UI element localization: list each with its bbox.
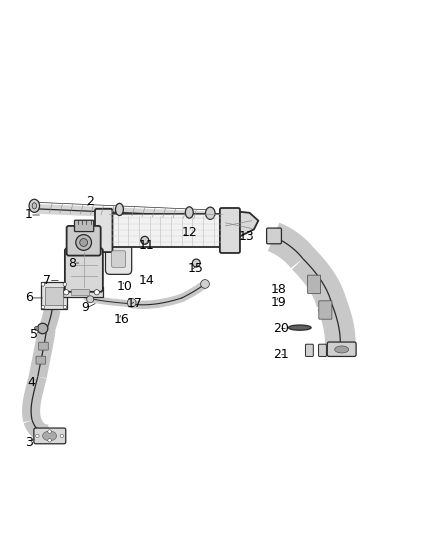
Circle shape — [41, 305, 45, 309]
Text: 10: 10 — [117, 280, 132, 293]
FancyBboxPatch shape — [318, 344, 326, 357]
Circle shape — [76, 235, 92, 251]
Text: 9: 9 — [81, 302, 89, 314]
FancyBboxPatch shape — [34, 428, 66, 444]
Text: 13: 13 — [239, 230, 254, 243]
Circle shape — [34, 326, 39, 330]
FancyBboxPatch shape — [36, 356, 46, 364]
Bar — [109, 214, 223, 247]
FancyBboxPatch shape — [307, 275, 321, 294]
Text: 1: 1 — [25, 208, 32, 222]
Ellipse shape — [335, 346, 349, 353]
Circle shape — [87, 296, 94, 303]
Circle shape — [60, 434, 64, 438]
Text: 18: 18 — [271, 282, 286, 296]
Circle shape — [41, 282, 45, 286]
Circle shape — [64, 289, 69, 295]
Text: 8: 8 — [68, 256, 76, 270]
FancyBboxPatch shape — [39, 342, 48, 350]
Text: 12: 12 — [182, 226, 198, 239]
Text: 19: 19 — [271, 296, 286, 309]
Circle shape — [63, 305, 67, 309]
Text: 14: 14 — [138, 274, 154, 287]
Text: 6: 6 — [25, 292, 32, 304]
Text: 20: 20 — [274, 322, 290, 335]
Ellipse shape — [42, 431, 57, 441]
FancyBboxPatch shape — [45, 287, 63, 305]
FancyBboxPatch shape — [220, 208, 240, 253]
Ellipse shape — [29, 199, 39, 212]
Circle shape — [192, 259, 200, 267]
Ellipse shape — [32, 203, 36, 209]
Ellipse shape — [185, 207, 193, 218]
Text: 7: 7 — [43, 274, 52, 287]
Circle shape — [37, 323, 48, 334]
Circle shape — [201, 280, 209, 288]
FancyBboxPatch shape — [74, 220, 94, 231]
FancyBboxPatch shape — [63, 287, 103, 297]
Polygon shape — [220, 211, 258, 236]
Text: 2: 2 — [86, 196, 94, 208]
Circle shape — [48, 439, 51, 442]
Circle shape — [141, 236, 149, 244]
Text: 17: 17 — [127, 297, 142, 310]
Text: 3: 3 — [25, 435, 32, 448]
Circle shape — [48, 430, 51, 433]
Circle shape — [80, 239, 88, 246]
FancyBboxPatch shape — [319, 301, 332, 319]
FancyBboxPatch shape — [67, 226, 101, 256]
Circle shape — [63, 282, 67, 286]
FancyBboxPatch shape — [41, 282, 67, 309]
Circle shape — [127, 298, 136, 307]
Text: 4: 4 — [28, 376, 35, 389]
FancyBboxPatch shape — [305, 344, 313, 357]
Circle shape — [35, 434, 39, 438]
FancyBboxPatch shape — [327, 342, 356, 357]
Ellipse shape — [116, 203, 124, 215]
FancyBboxPatch shape — [106, 244, 132, 274]
Ellipse shape — [288, 325, 311, 330]
Text: 16: 16 — [113, 313, 129, 326]
Text: 21: 21 — [274, 348, 290, 361]
Text: 15: 15 — [187, 262, 203, 275]
FancyBboxPatch shape — [267, 228, 282, 244]
FancyBboxPatch shape — [112, 251, 126, 268]
FancyBboxPatch shape — [95, 209, 113, 252]
Text: 5: 5 — [30, 328, 39, 341]
FancyBboxPatch shape — [71, 289, 89, 295]
Ellipse shape — [205, 207, 215, 220]
FancyBboxPatch shape — [65, 248, 103, 292]
Circle shape — [94, 289, 99, 295]
Text: 11: 11 — [138, 239, 154, 252]
